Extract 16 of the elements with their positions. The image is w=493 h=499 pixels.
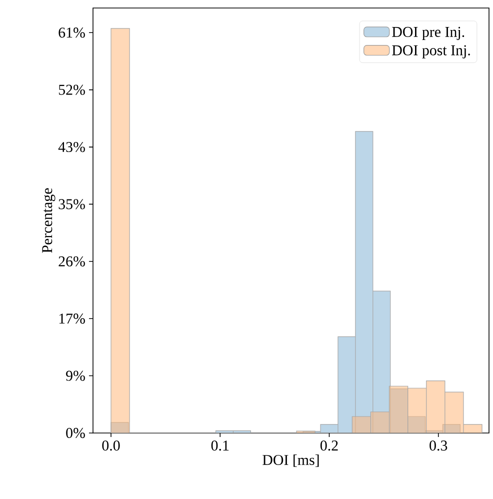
y-tick-label: 0% [66,428,85,438]
y-tick-label: 43% [58,142,85,152]
x-tick-label: 0.3 [430,440,448,451]
y-tick-label: 26% [58,256,85,266]
y-tick-label: 52% [58,84,85,95]
y-tick-label: 61% [58,28,85,38]
y-tick-label: 17% [59,314,85,324]
legend-label: DOI pre Inj. [392,26,464,40]
x-tick-label: 0.1 [211,440,229,451]
x-tick-label: 0.0 [102,440,120,451]
y-axis-title: Percentage [42,188,56,253]
legend-label: DOI post Inj. [392,45,470,58]
x-axis-title: DOI [ms] [262,454,319,467]
y-tick-label: 9% [66,370,85,381]
y-tick-label: 35% [58,199,85,210]
x-tick-label: 0.2 [320,440,338,451]
